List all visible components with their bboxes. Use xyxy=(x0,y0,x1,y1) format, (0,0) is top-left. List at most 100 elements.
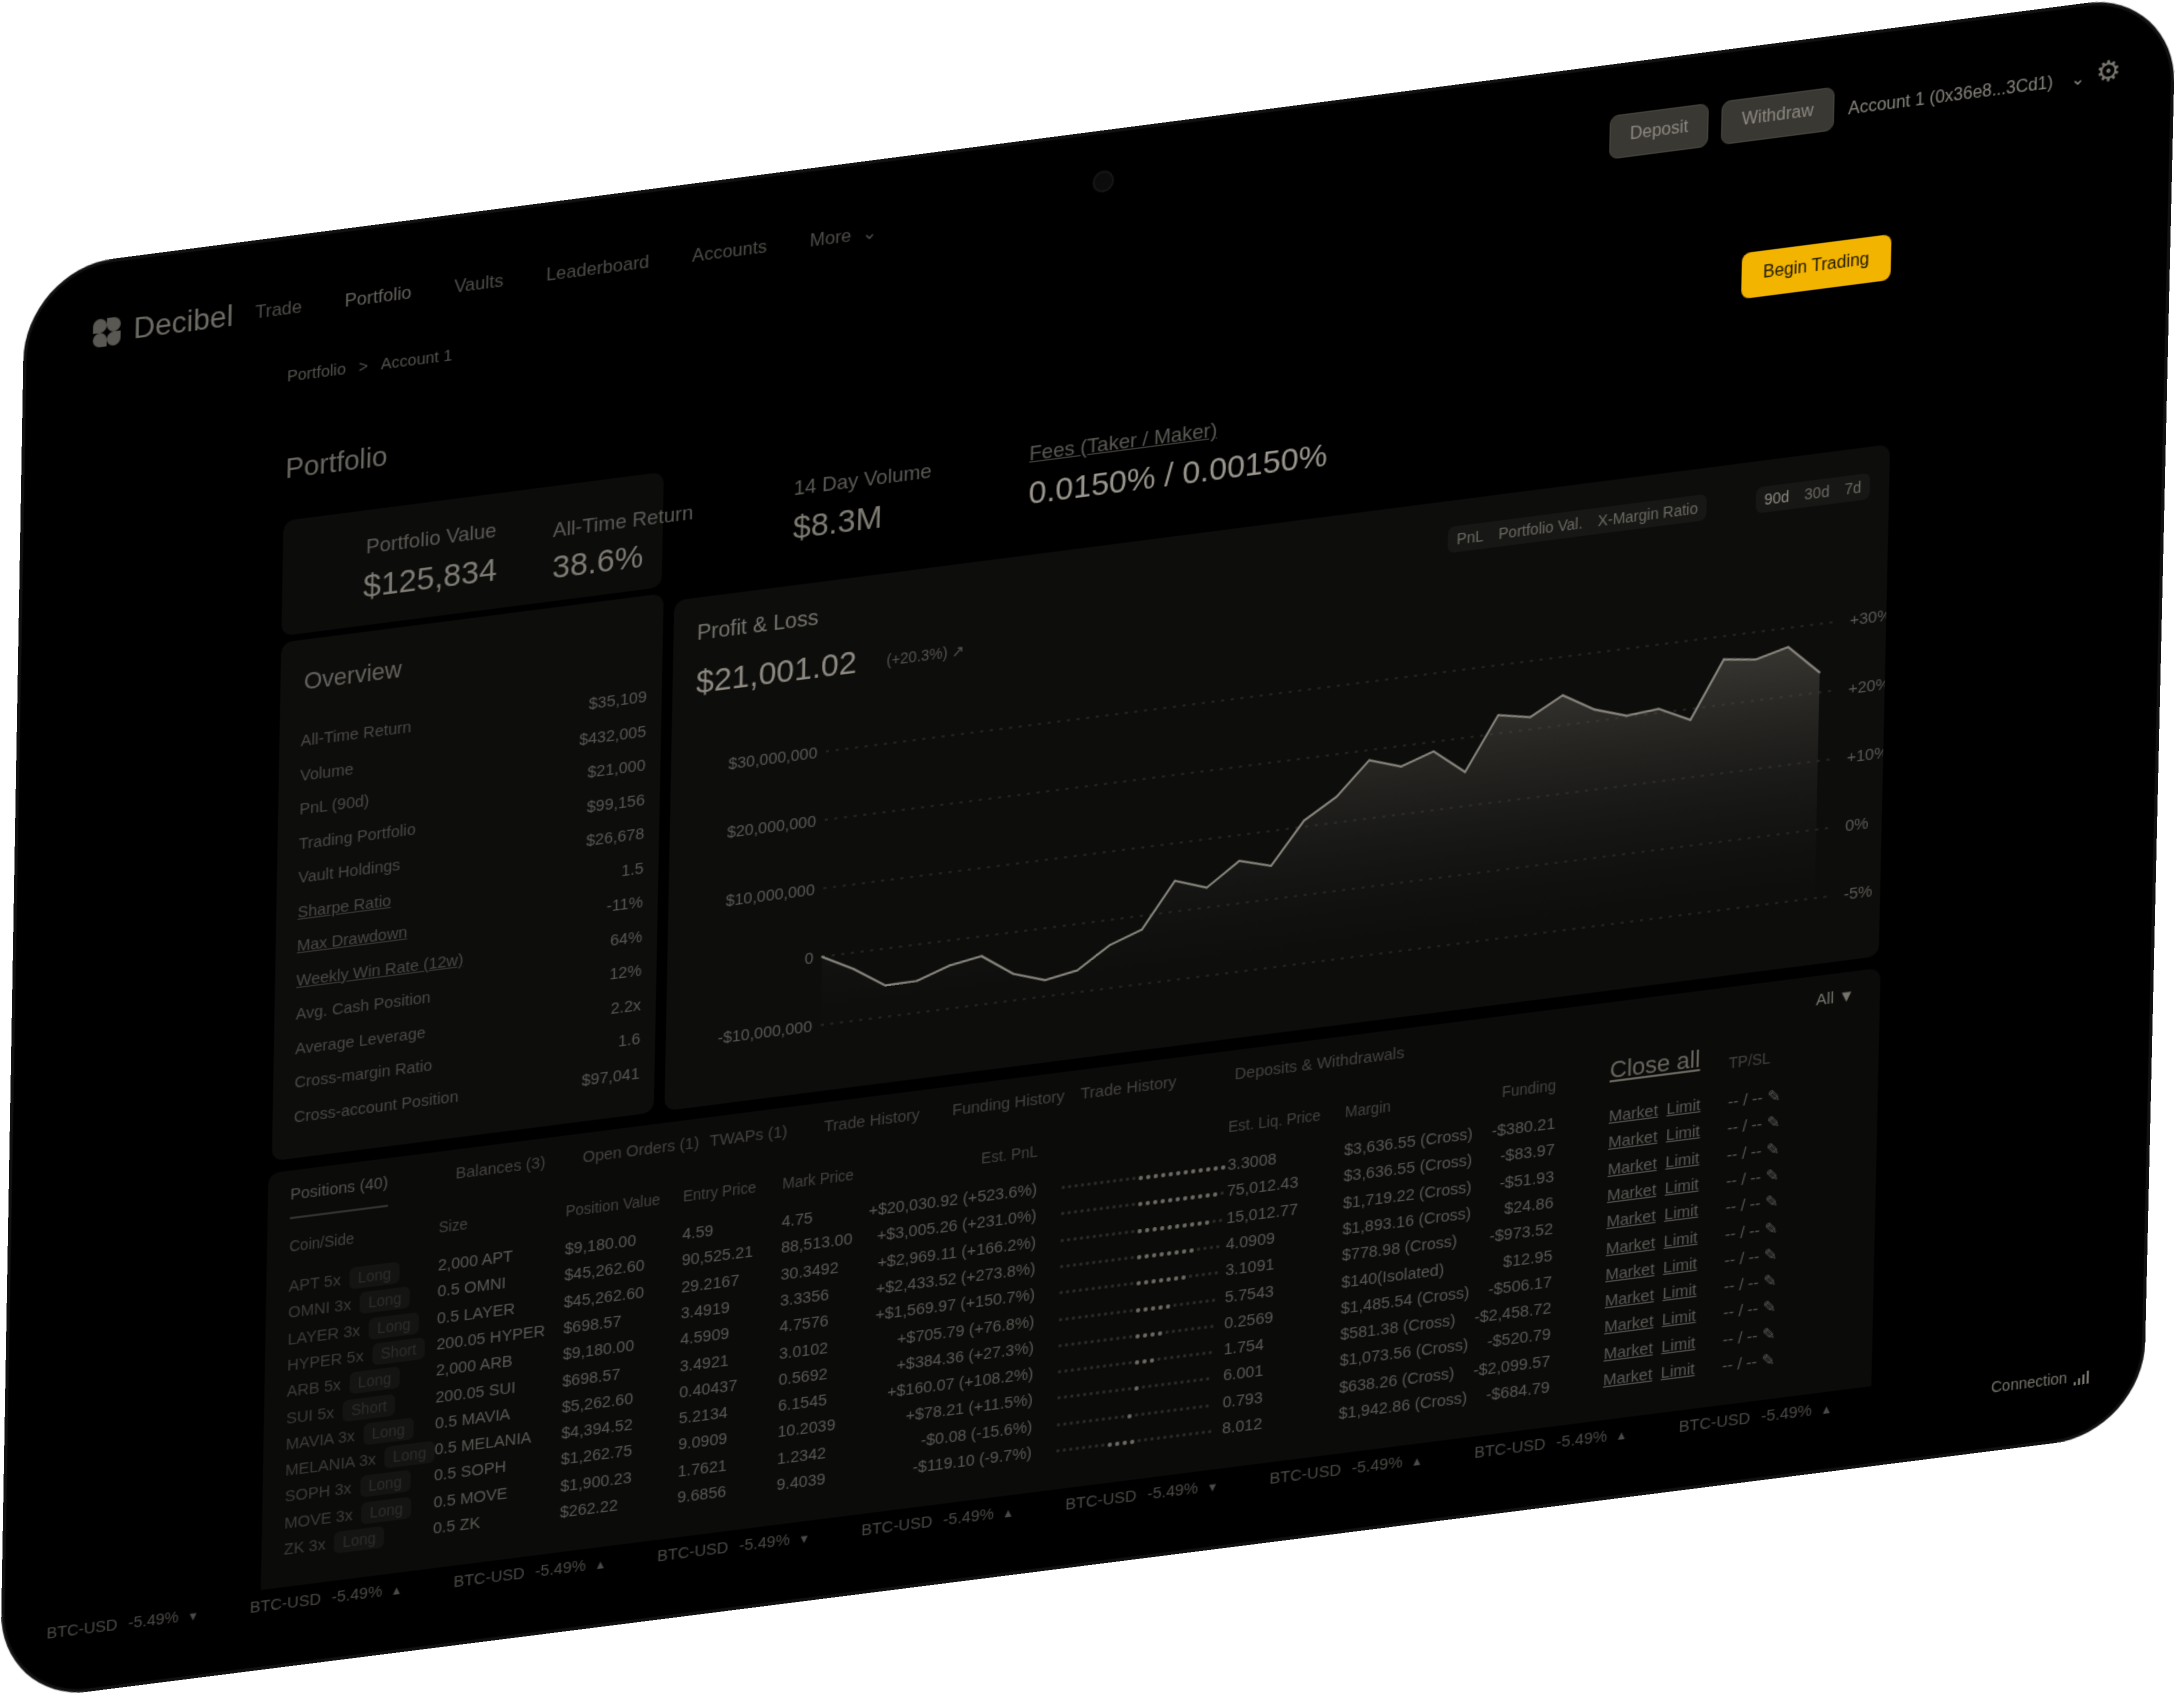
tab-3[interactable]: TWAPs (1) xyxy=(709,1122,787,1150)
limit-close-link[interactable]: Limit xyxy=(1662,1281,1696,1304)
gear-icon[interactable]: ⚙ xyxy=(2096,56,2122,86)
market-close-link[interactable]: Market xyxy=(1605,1260,1655,1285)
market-close-link[interactable]: Market xyxy=(1609,1101,1659,1126)
edit-pencil-icon[interactable]: ✎ xyxy=(1760,1219,1778,1240)
limit-close-link[interactable]: Limit xyxy=(1664,1201,1698,1224)
account-selector[interactable]: Account 1 (0x36e8...3Cd1) ⌄ xyxy=(1848,67,2086,120)
market-close-link[interactable]: Market xyxy=(1603,1365,1653,1390)
market-close-link[interactable]: Market xyxy=(1606,1233,1656,1258)
metric-tab[interactable]: PnL xyxy=(1457,527,1484,548)
limit-close-link[interactable]: Limit xyxy=(1661,1333,1695,1356)
pnl-bar-dot xyxy=(1142,1359,1146,1364)
tpsl-cell: -- / -- ✎ xyxy=(1722,1323,1775,1349)
tpsl-value: -- / -- xyxy=(1725,1221,1760,1244)
pnl-bar-dot xyxy=(1115,1441,1119,1446)
column-header-margin: Margin xyxy=(1345,1097,1391,1120)
limit-close-link[interactable]: Limit xyxy=(1661,1360,1695,1383)
column-header-tpsl: TP/SL xyxy=(1729,1049,1771,1072)
pnl-bar-dot xyxy=(1112,1232,1115,1236)
tab-6[interactable]: Trade History xyxy=(1080,1073,1176,1104)
stat-value: $8.3M xyxy=(793,499,883,547)
filter-select[interactable]: All ▼ xyxy=(1816,986,1855,1009)
limit-close-link[interactable]: Limit xyxy=(1665,1175,1699,1198)
range-tab[interactable]: 7d xyxy=(1844,478,1861,498)
pnl-bar-dot xyxy=(1135,1334,1139,1339)
limit-close-link[interactable]: Limit xyxy=(1662,1307,1696,1330)
overview-label[interactable]: Max Drawdown xyxy=(297,923,408,956)
market-close-link[interactable]: Market xyxy=(1606,1207,1656,1232)
nav-item-accounts[interactable]: Accounts xyxy=(692,236,767,267)
ticker-pair: BTC-USD xyxy=(1474,1435,1546,1462)
edit-pencil-icon[interactable]: ✎ xyxy=(1762,1087,1780,1108)
limit-close-link[interactable]: Limit xyxy=(1665,1149,1699,1172)
pnl-bar-dot xyxy=(1150,1437,1153,1441)
brand-logo[interactable]: Decibel xyxy=(91,298,234,351)
tab-0[interactable]: Positions (40) xyxy=(290,1173,388,1219)
market-close-link[interactable]: Market xyxy=(1607,1181,1657,1206)
tab-2[interactable]: Open Orders (1) xyxy=(582,1134,699,1167)
ticker-pair: BTC-USD xyxy=(46,1616,117,1643)
edit-pencil-icon[interactable]: ✎ xyxy=(1758,1298,1776,1319)
limit-close-link[interactable]: Limit xyxy=(1664,1228,1698,1251)
limit-close-link[interactable]: Limit xyxy=(1663,1254,1697,1277)
deposit-button[interactable]: Deposit xyxy=(1609,103,1709,160)
market-close-link[interactable]: Market xyxy=(1608,1154,1658,1179)
pnl-bar-dot xyxy=(1174,1381,1177,1385)
overview-label[interactable]: Weekly Win Rate (12w) xyxy=(296,950,463,990)
close-all-button[interactable]: Close all xyxy=(1610,1045,1701,1085)
nav-item-portfolio[interactable]: Portfolio xyxy=(345,282,412,312)
edit-pencil-icon[interactable]: ✎ xyxy=(1761,1140,1779,1161)
range-tab[interactable]: 30d xyxy=(1804,482,1829,503)
pnl-bar-dot xyxy=(1138,1228,1142,1233)
nav-item-trade[interactable]: Trade xyxy=(255,296,302,324)
edit-pencil-icon[interactable]: ✎ xyxy=(1758,1272,1776,1293)
range-tab[interactable]: 90d xyxy=(1764,488,1789,509)
tab-7[interactable]: Deposits & Withdrawals xyxy=(1235,1044,1405,1084)
edit-pencil-icon[interactable]: ✎ xyxy=(1762,1113,1780,1134)
cell-value: $262.22 xyxy=(560,1496,618,1522)
pnl-bar-dot xyxy=(1138,1439,1141,1443)
nav-item-leaderboard[interactable]: Leaderboard xyxy=(546,251,650,286)
brand-name: Decibel xyxy=(133,298,233,346)
pnl-bar-dot xyxy=(1208,1430,1211,1434)
edit-pencil-icon[interactable]: ✎ xyxy=(1757,1351,1775,1372)
external-link-icon[interactable]: ↗ xyxy=(948,641,965,661)
pnl-bar-dot xyxy=(1087,1182,1090,1186)
market-close-link[interactable]: Market xyxy=(1608,1128,1658,1153)
y-tick-label: $20,000,000 xyxy=(727,812,816,841)
tab-1[interactable]: Balances (3) xyxy=(455,1153,545,1183)
begin-trading-button[interactable]: Begin Trading xyxy=(1741,234,1891,299)
market-close-link[interactable]: Market xyxy=(1604,1339,1654,1364)
breadcrumb-portfolio[interactable]: Portfolio xyxy=(287,360,346,386)
tab-4[interactable]: Trade History xyxy=(824,1106,920,1137)
tab-5[interactable]: Funding History xyxy=(952,1087,1065,1120)
pnl-bar-dot xyxy=(1117,1310,1120,1314)
pnl-bar-dot xyxy=(1123,1335,1126,1339)
overview-title: Overview xyxy=(304,655,402,696)
edit-pencil-icon[interactable]: ✎ xyxy=(1761,1166,1779,1187)
caret-down-icon: ▼ xyxy=(1838,986,1854,1007)
limit-close-link[interactable]: Limit xyxy=(1666,1096,1700,1119)
edit-pencil-icon[interactable]: ✎ xyxy=(1759,1245,1777,1266)
edit-pencil-icon[interactable]: ✎ xyxy=(1757,1324,1775,1345)
overview-label[interactable]: Sharpe Ratio xyxy=(297,891,391,921)
pnl-bar-dot xyxy=(1123,1309,1126,1313)
ticker-item[interactable]: BTC-USD -5.49% ▼ xyxy=(46,1605,199,1643)
pnl-area xyxy=(821,643,1821,1025)
pnl-bar-dot xyxy=(1130,1308,1133,1312)
side-badge: Long xyxy=(360,1470,411,1498)
column-header-pnl: Est. PnL xyxy=(981,1142,1038,1167)
pnl-bar-dot xyxy=(1081,1183,1084,1187)
limit-close-link[interactable]: Limit xyxy=(1666,1122,1700,1145)
ticker-change: -5.49% xyxy=(1147,1479,1198,1504)
cell-funding: -$51.93 xyxy=(1499,1167,1554,1192)
edit-pencil-icon[interactable]: ✎ xyxy=(1760,1192,1778,1213)
market-close-link[interactable]: Market xyxy=(1605,1286,1655,1311)
withdraw-button[interactable]: Withdraw xyxy=(1721,87,1835,145)
nav-item-more[interactable]: More xyxy=(810,225,852,252)
nav-item-vaults[interactable]: Vaults xyxy=(454,270,504,298)
pnl-bar-dot xyxy=(1159,1278,1163,1283)
pnl-bar-dot xyxy=(1124,1256,1127,1260)
market-close-link[interactable]: Market xyxy=(1604,1312,1654,1337)
cell-entry: 4.5909 xyxy=(680,1325,729,1350)
